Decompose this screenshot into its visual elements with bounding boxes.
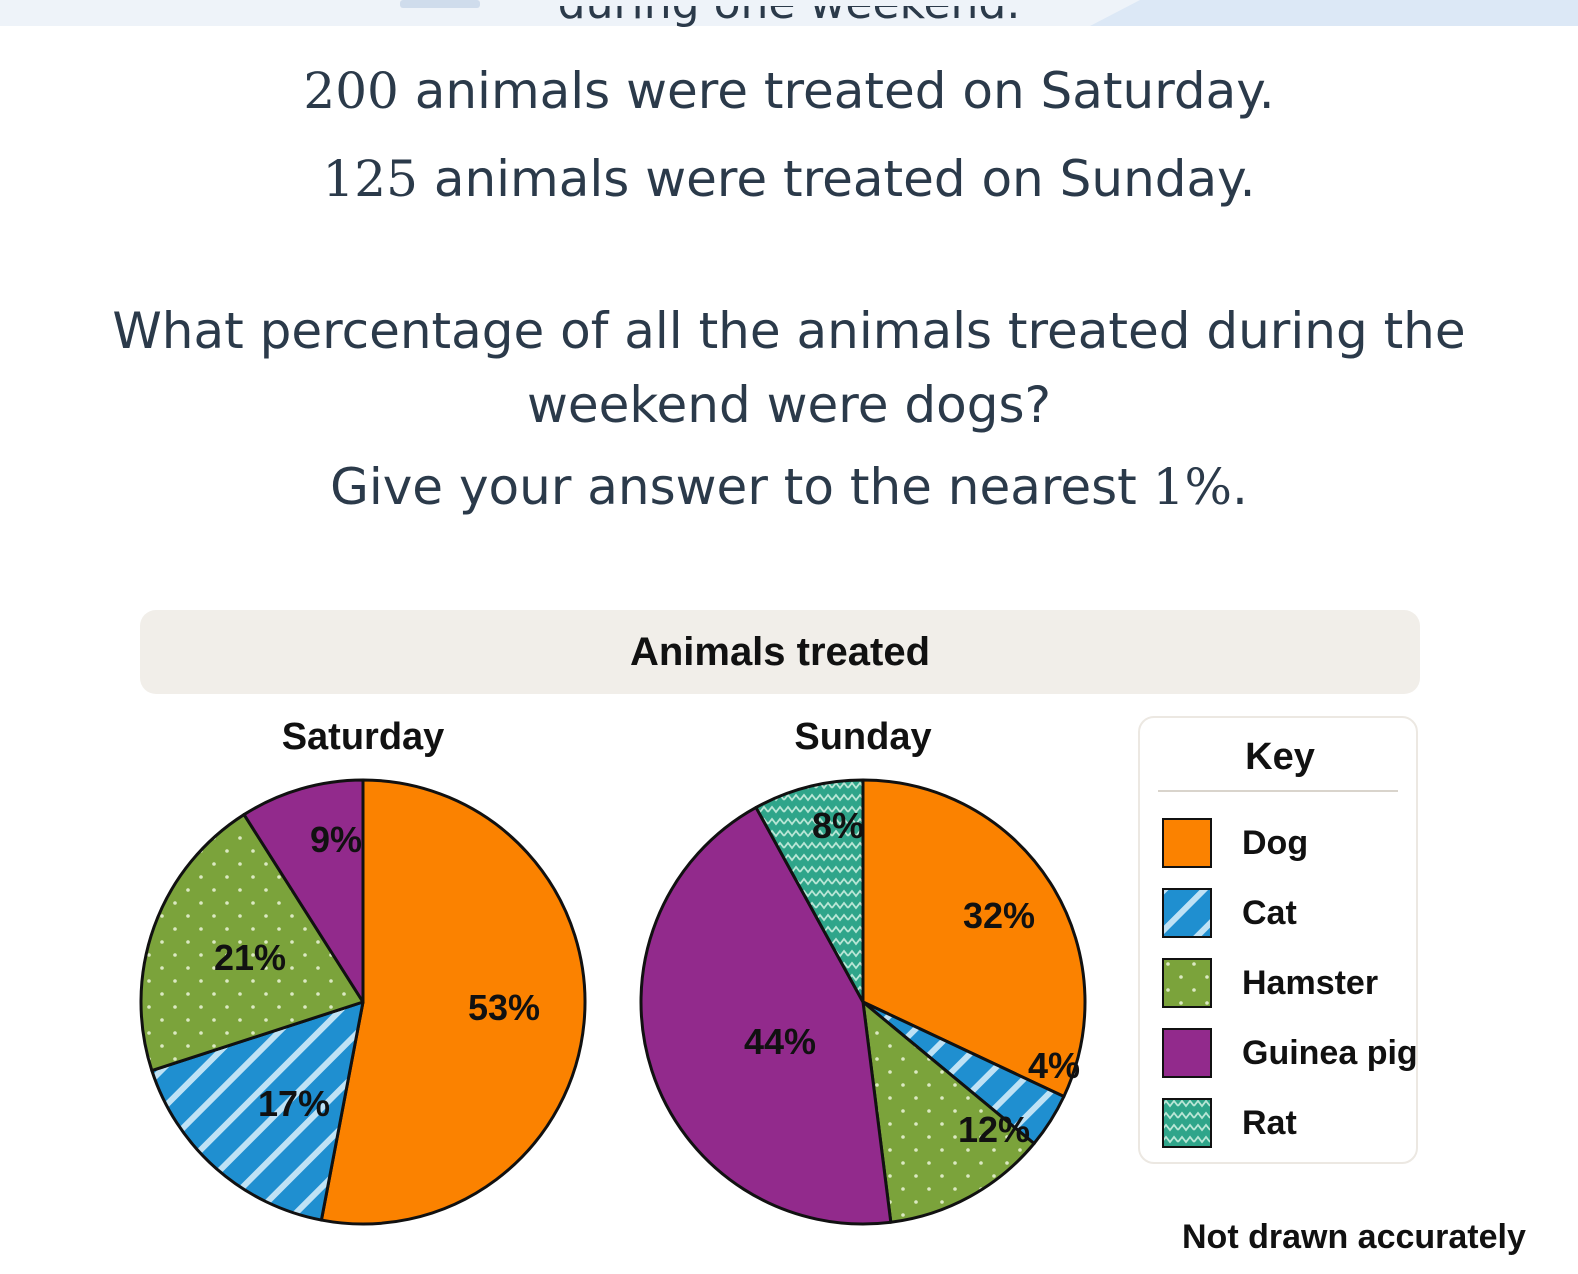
question-line-2: weekend were dogs?	[526, 376, 1052, 434]
cut-off-text-line: during one weekend.	[0, 6, 1578, 28]
key-swatch-cat	[1162, 888, 1212, 938]
sunday-label-rat: 8%	[812, 805, 864, 846]
key-label-cat: Cat	[1242, 894, 1297, 932]
key-label-rat: Rat	[1242, 1104, 1297, 1142]
top-bar	[0, 0, 1578, 26]
saturday-slice-cat	[150, 1000, 365, 1222]
saturday-label-hamster: 21%	[214, 937, 286, 978]
saturday-label-cat: 17%	[258, 1083, 330, 1124]
question-line-1: What percentage of all the animals treat…	[112, 302, 1466, 360]
key-title: Key	[1245, 736, 1315, 778]
saturday-pie-title: Saturday	[281, 716, 445, 758]
sunday-slice-guinea-pig	[639, 805, 893, 1226]
sunday-slice-rat	[754, 778, 865, 1004]
saturday-label-dog: 53%	[468, 987, 540, 1028]
saturday-slice-guinea-pig	[242, 778, 365, 1004]
saturday-slice-dog	[319, 778, 587, 1226]
sunday-label-cat: 4%	[1028, 1045, 1080, 1086]
key-label-dog: Dog	[1242, 824, 1309, 862]
key-swatch-guinea-pig	[1162, 1028, 1212, 1078]
key-swatch-dog	[1162, 818, 1212, 868]
sunday-label-hamster: 12%	[958, 1109, 1030, 1150]
saturday-count-text: 200 animals were treated on Saturday.	[303, 62, 1275, 120]
chart-title: Animals treated	[140, 610, 1420, 694]
sunday-label-dog: 32%	[963, 895, 1035, 936]
key-swatch-hamster	[1162, 958, 1212, 1008]
sunday-slice-hamster	[861, 1000, 1036, 1224]
chart-key: Key Dog Cat Hamster Guinea pig Rat	[1138, 716, 1418, 1164]
sunday-label-guinea-pig: 44%	[744, 1021, 816, 1062]
sunday-slice-dog	[861, 778, 1087, 1099]
saturday-slice-hamster	[139, 813, 365, 1073]
sunday-count-text: 125 animals were treated on Sunday.	[322, 150, 1256, 208]
key-swatch-rat	[1162, 1098, 1212, 1148]
not-drawn-accurately-note: Not drawn accurately	[1182, 1218, 1526, 1256]
sunday-pie-title: Sunday	[794, 716, 932, 758]
key-label-guinea-pig: Guinea pig	[1242, 1034, 1418, 1072]
key-label-hamster: Hamster	[1242, 964, 1379, 1002]
saturday-label-guinea-pig: 9%	[310, 819, 362, 860]
question-line-3: Give your answer to the nearest 1%.	[330, 458, 1248, 516]
key-divider	[1158, 790, 1398, 792]
